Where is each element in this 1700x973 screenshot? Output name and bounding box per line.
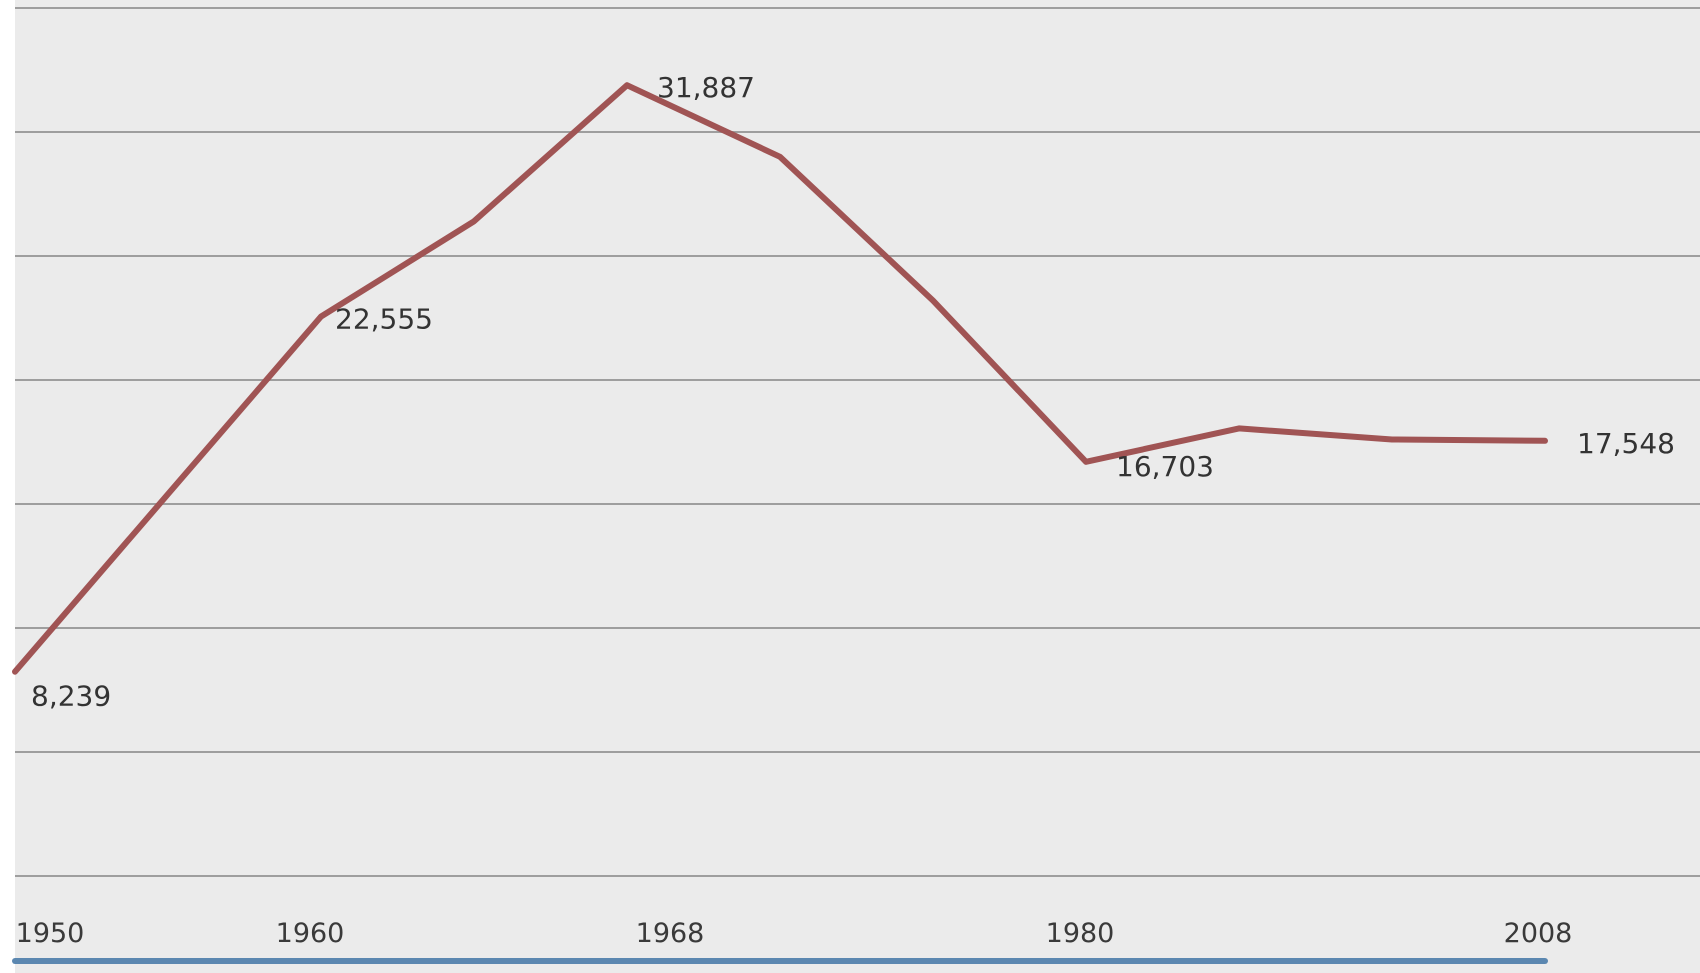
x-axis-ticks: 1950 1960 1968 1980 2008: [16, 918, 1573, 949]
data-label: 16,703: [1116, 450, 1214, 483]
data-label: 31,887: [657, 71, 755, 104]
series-group: [12, 82, 1548, 675]
data-label: 17,548: [1577, 427, 1675, 460]
x-tick-label: 2008: [1504, 918, 1573, 949]
x-tick-label: 1950: [16, 918, 85, 949]
x-tick-label: 1960: [276, 918, 345, 949]
data-label: 8,239: [31, 680, 111, 713]
gridlines: [15, 7, 1700, 877]
plot-background: [15, 0, 1700, 973]
x-tick-label: 1968: [636, 918, 705, 949]
series-line: [12, 82, 1548, 675]
x-tick-label: 1980: [1046, 918, 1115, 949]
data-label: 22,555: [335, 303, 433, 336]
data-labels: 8,239 22,555 31,887 16,703 17,548: [31, 71, 1675, 713]
